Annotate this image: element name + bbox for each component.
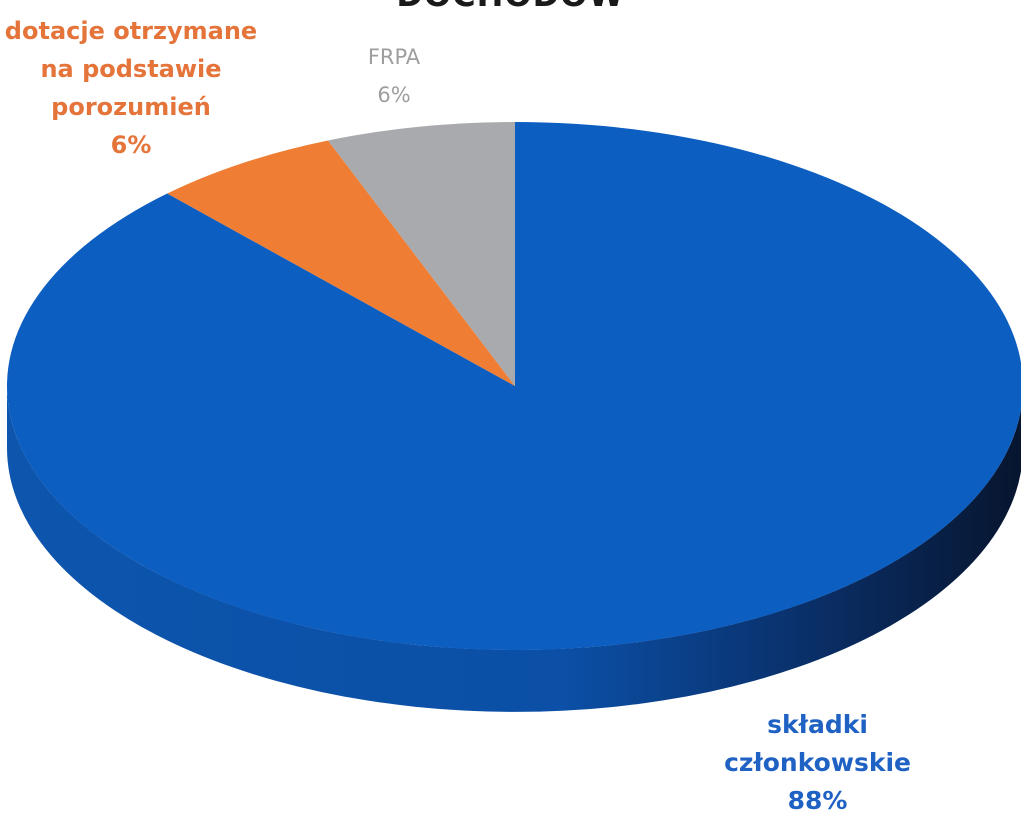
slice-label-skladki-czlonkowskie: składki członkowskie 88%	[724, 706, 911, 820]
slice-label-line: porozumień	[51, 93, 211, 121]
slice-label-line: na podstawie	[40, 55, 222, 83]
pie-side-wall	[7, 386, 1021, 712]
slice-label-frpa: FRPA 6%	[324, 38, 464, 114]
slice-label-line: członkowskie	[724, 748, 911, 777]
slice-label-line: FRPA	[367, 45, 421, 69]
slice-value-label: 6%	[110, 131, 152, 159]
pie-slice-2	[327, 122, 515, 386]
pie-slice-0	[7, 122, 1021, 650]
slice-label-line: dotacje otrzymane	[4, 17, 258, 45]
chart-title: DOCHODÓW	[0, 0, 1021, 14]
slice-value-label: 6%	[377, 83, 411, 107]
pie-slice-1	[167, 140, 516, 386]
slice-label-line: składki	[767, 710, 868, 739]
slice-label-dotacje: dotacje otrzymane na podstawie porozumie…	[0, 12, 262, 164]
pie-side-wall-shape	[7, 386, 1021, 712]
slice-value-label: 88%	[787, 786, 848, 815]
